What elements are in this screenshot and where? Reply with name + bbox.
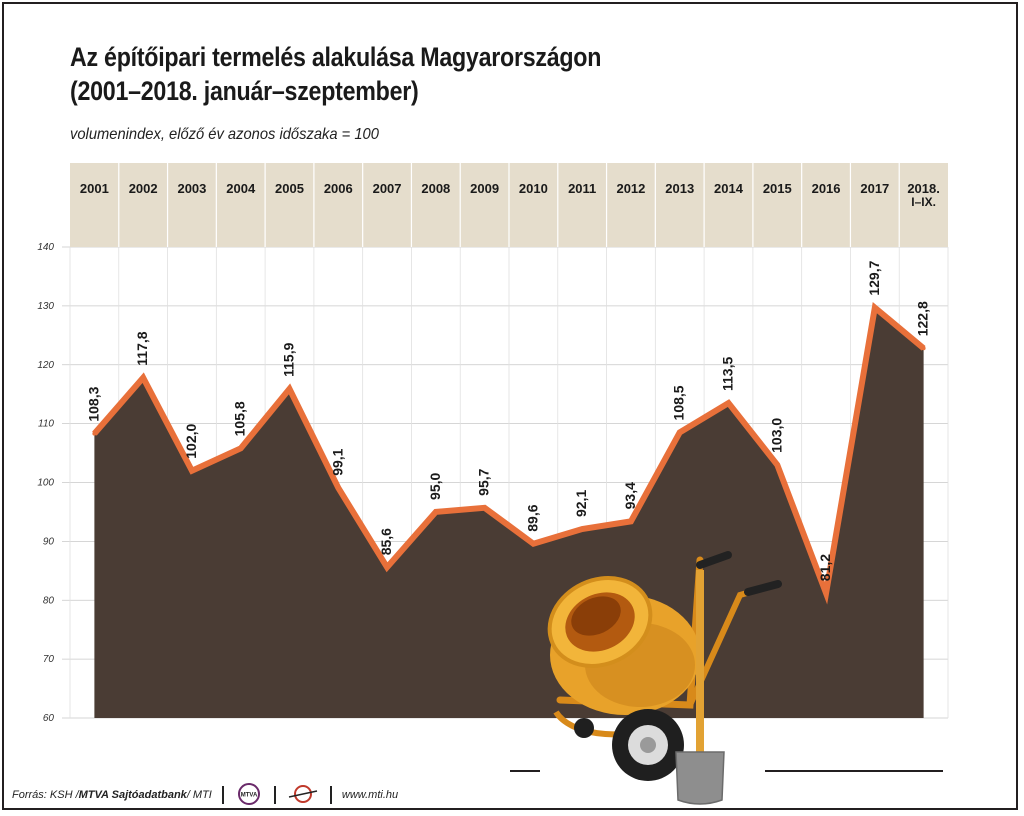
data-label: 122,8	[915, 301, 931, 336]
x-tick-label: 2016	[812, 181, 841, 196]
footer-divider	[329, 786, 332, 804]
source-suffix: / MTI	[186, 789, 212, 801]
x-tick-label: 2001	[80, 181, 109, 196]
mtva-logo-text: MTVA	[241, 792, 258, 798]
x-tick-label: 2002	[129, 181, 158, 196]
data-label: 95,0	[427, 472, 443, 499]
source-prefix: Forrás: KSH /	[12, 789, 79, 801]
y-tick-label: 140	[37, 242, 54, 253]
x-tick-label: 2008	[421, 181, 450, 196]
title-line-2: (2001–2018. január–szeptember)	[70, 76, 419, 106]
data-point	[580, 527, 585, 532]
x-tick-label: 2011	[568, 181, 596, 196]
value-labels: 108,3 117,8 102,0 105,8 115,9 99,1 85,6 95,0 95,…	[85, 260, 930, 581]
data-label: 102,0	[183, 423, 199, 458]
footer-divider	[273, 786, 276, 804]
data-label: 115,9	[281, 342, 297, 376]
x-tick-label: 2014	[714, 181, 744, 196]
data-point	[726, 401, 731, 406]
mti-logo	[286, 783, 320, 808]
data-point	[872, 305, 877, 310]
data-point	[92, 431, 97, 436]
y-tick-label: 70	[43, 654, 55, 665]
mtva-logo: MTVA	[234, 782, 264, 808]
data-label: 108,5	[671, 385, 687, 420]
x-tick-label: 2018.	[907, 181, 940, 196]
source-bold: MTVA Sajtóadatbank	[78, 789, 187, 801]
x-tick-label: 2004	[226, 181, 256, 196]
title-line-1: Az építőipari termelés alakulása Magyaro…	[70, 42, 602, 72]
y-tick-label: 130	[37, 301, 54, 312]
y-tick-label: 120	[37, 360, 54, 371]
data-label: 89,6	[524, 504, 540, 531]
x-tick-label: 2015	[763, 181, 792, 196]
data-label: 93,4	[622, 482, 638, 509]
data-point	[238, 446, 243, 451]
x-tick-label: 2012	[616, 181, 645, 196]
data-point	[628, 519, 633, 524]
data-point	[141, 375, 146, 380]
footer-url: www.mti.hu	[341, 789, 399, 801]
data-label: 117,8	[134, 331, 150, 365]
data-label: 81,2	[817, 554, 833, 581]
footer-divider	[221, 786, 224, 804]
data-label: 95,7	[476, 468, 492, 495]
data-label: 103,0	[768, 418, 784, 453]
y-tick-label: 90	[43, 536, 55, 547]
y-tick-label: 80	[43, 595, 55, 606]
data-label: 113,5	[720, 357, 736, 391]
x-tick-label: 2005	[275, 181, 304, 196]
x-tick-label: 2009	[470, 181, 499, 196]
data-point	[189, 468, 194, 473]
data-label: 99,1	[329, 448, 345, 475]
y-tick-label: 60	[43, 713, 55, 724]
chart-title: Az építőipari termelés alakulása Magyaro…	[70, 40, 601, 108]
data-point	[385, 565, 390, 570]
area-fill	[94, 307, 924, 718]
footer: Forrás: KSH / MTVA Sajtóadatbank / MTI M…	[12, 782, 399, 808]
y-tick-label: 110	[38, 419, 54, 430]
data-point	[482, 505, 487, 510]
data-point	[824, 591, 829, 596]
chart-subtitle: volumenindex, előző év azonos időszaka =…	[70, 126, 379, 143]
cement-mixer-icon	[510, 551, 943, 781]
data-point	[775, 462, 780, 467]
data-label: 108,3	[85, 386, 101, 421]
x-tick-label: 2017	[860, 181, 889, 196]
data-point	[336, 485, 341, 490]
data-label: 85,6	[378, 528, 394, 555]
data-point	[531, 541, 536, 546]
year-header-band: 2001 2002 2003 2004 2005 2006 2007 2008 2009 2010…	[70, 163, 948, 247]
data-label: 105,8	[232, 401, 248, 436]
data-point	[433, 509, 438, 514]
x-tick-label: 2013	[665, 181, 694, 196]
y-tick-labels: 60 70 80 90 100 110 120 130 140	[37, 242, 54, 724]
x-tick-label: 2010	[519, 181, 548, 196]
data-label: 92,1	[573, 490, 589, 517]
series-line	[92, 302, 926, 605]
data-label: 129,7	[866, 260, 882, 295]
x-tick-label: 2007	[373, 181, 402, 196]
x-tick-sublabel: I–IX.	[911, 195, 936, 209]
shovel-icon	[675, 570, 725, 805]
x-tick-label: 2003	[177, 181, 206, 196]
data-point	[287, 386, 292, 391]
area-layer	[92, 302, 926, 718]
x-tick-label: 2006	[324, 181, 353, 196]
data-point	[921, 346, 926, 351]
y-tick-label: 100	[37, 478, 54, 489]
data-point	[677, 430, 682, 435]
